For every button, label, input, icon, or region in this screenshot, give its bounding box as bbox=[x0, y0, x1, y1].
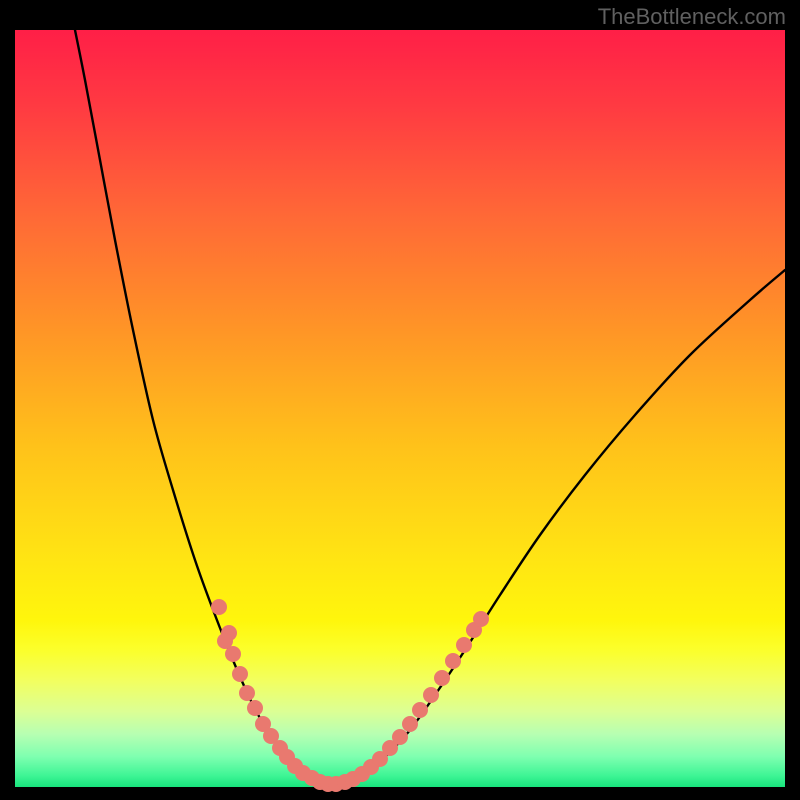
data-marker bbox=[392, 729, 408, 745]
data-marker bbox=[232, 666, 248, 682]
data-marker bbox=[445, 653, 461, 669]
marker-group bbox=[211, 599, 489, 792]
bottleneck-curve-layer bbox=[15, 30, 785, 787]
data-marker bbox=[239, 685, 255, 701]
data-marker bbox=[211, 599, 227, 615]
data-marker bbox=[473, 611, 489, 627]
watermark-text: TheBottleneck.com bbox=[598, 4, 786, 30]
data-marker bbox=[434, 670, 450, 686]
chart-frame bbox=[15, 30, 785, 787]
data-marker bbox=[402, 716, 418, 732]
data-marker bbox=[423, 687, 439, 703]
bottleneck-curve bbox=[75, 30, 785, 785]
data-marker bbox=[225, 646, 241, 662]
data-marker bbox=[456, 637, 472, 653]
data-marker bbox=[247, 700, 263, 716]
data-marker bbox=[412, 702, 428, 718]
